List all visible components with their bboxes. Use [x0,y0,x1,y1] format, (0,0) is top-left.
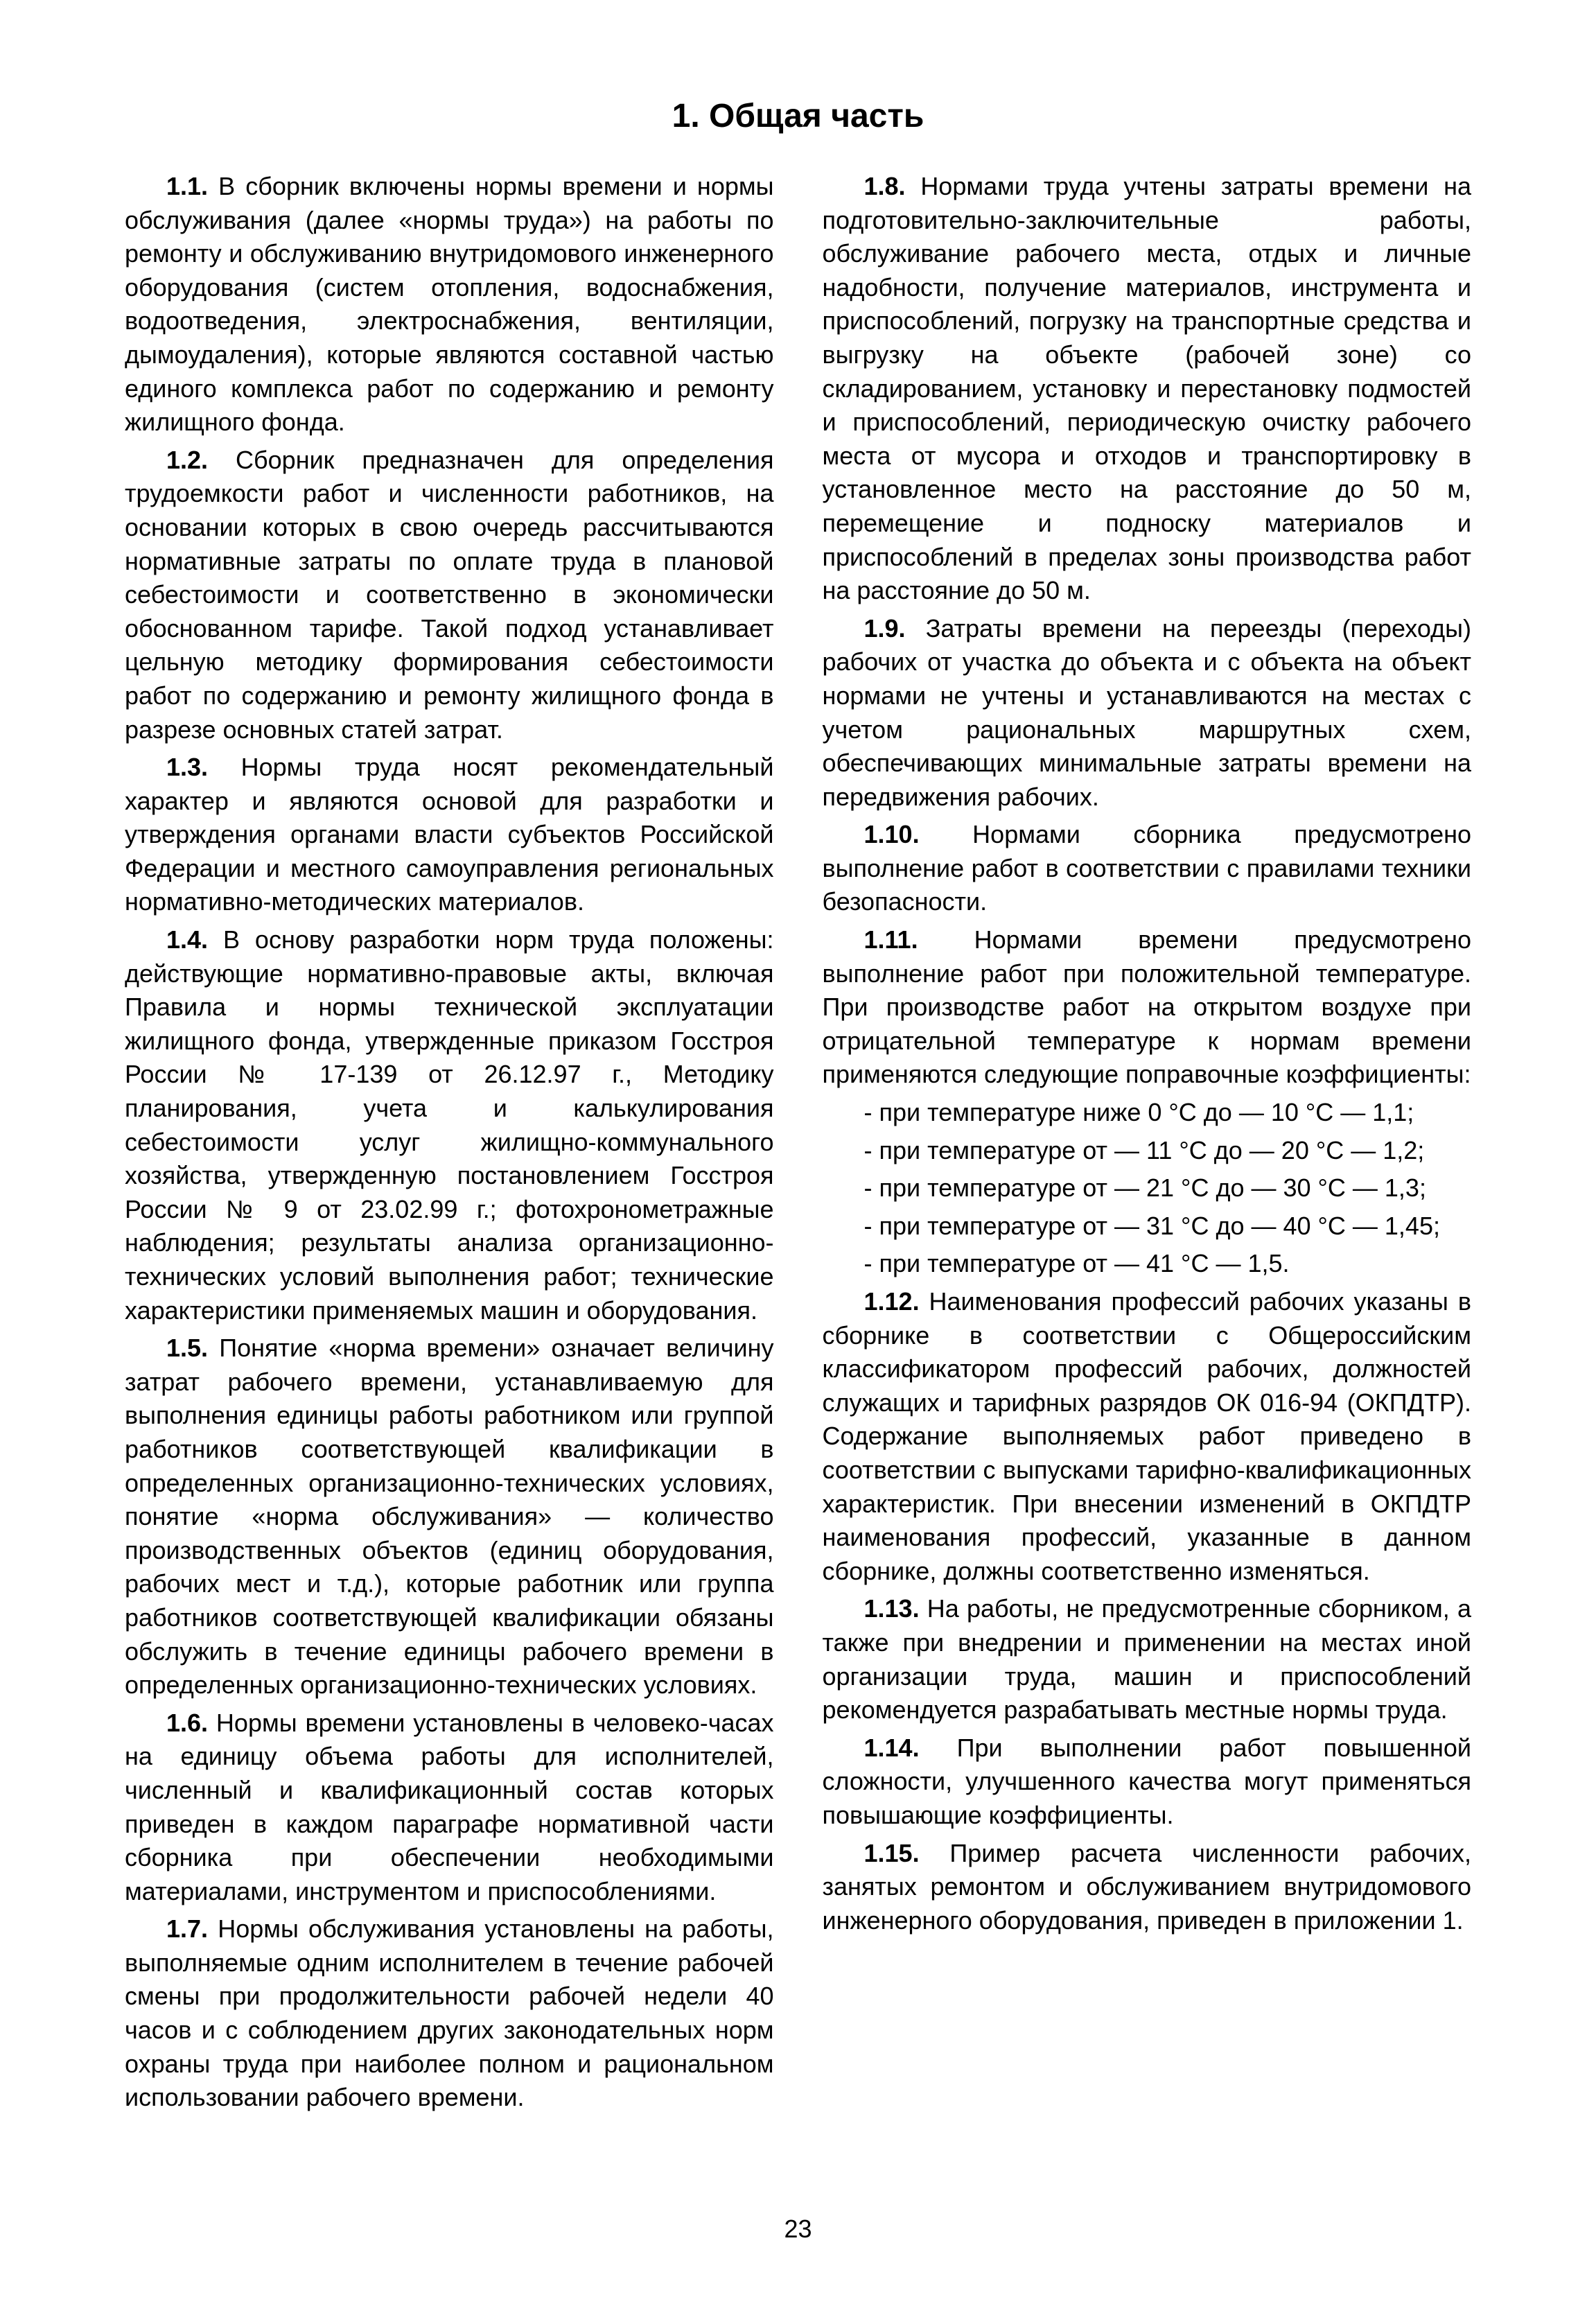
paragraph-number: 1.9. [864,614,906,643]
paragraph-number: 1.13. [864,1594,920,1623]
paragraph-text: При выполнении работ повышенной сложност… [823,1734,1472,1829]
sub-paragraph: - при температуре от — 31 °С до — 40 °С … [823,1210,1472,1243]
paragraph-number: 1.5. [166,1334,208,1362]
paragraph-text: Затраты времени на переезды (переходы) р… [823,614,1472,811]
paragraph-text: Нормами труда учтены затраты времени на … [823,172,1472,604]
numbered-paragraph: 1.10. Нормами сборника предусмотрено вып… [823,818,1472,919]
paragraph-text: Нормы обслуживания установлены на работы… [125,1914,774,2111]
paragraph-number: 1.2. [166,446,208,474]
paragraph-number: 1.7. [166,1914,208,1943]
paragraph-text: Наименования профессий рабочих указаны в… [823,1287,1472,1585]
paragraph-text: - при температуре от — 11 °С до — 20 °С … [864,1136,1425,1164]
paragraph-text: - при температуре от — 21 °С до — 30 °С … [864,1173,1426,1202]
numbered-paragraph: 1.14. При выполнении работ повышенной сл… [823,1731,1472,1833]
paragraph-number: 1.4. [166,925,208,954]
paragraph-number: 1.10. [864,820,920,848]
paragraph-text: Сборник предназначен для определения тру… [125,446,774,744]
numbered-paragraph: 1.13. На работы, не предусмотренные сбор… [823,1592,1472,1727]
numbered-paragraph: 1.4. В основу разработки норм труда поло… [125,923,774,1327]
paragraph-text: Нормами сборника предусмотрено выполнени… [823,820,1472,916]
paragraph-text: На работы, не предусмотренные сборником,… [823,1594,1472,1724]
text-columns: 1.1. В сборник включены нормы времени и … [125,170,1471,2180]
paragraph-text: - при температуре от — 31 °С до — 40 °С … [864,1212,1440,1240]
numbered-paragraph: 1.9. Затраты времени на переезды (перехо… [823,612,1472,814]
paragraph-text: Нормы труда носят рекомендательный харак… [125,753,774,916]
paragraph-text: В основу разработки норм труда положены:… [125,925,774,1325]
numbered-paragraph: 1.3. Нормы труда носят рекомендательный … [125,751,774,919]
paragraph-number: 1.6. [166,1709,208,1737]
paragraph-text: Нормы времени установлены в человеко-час… [125,1709,774,1905]
paragraph-text: Нормами времени предусмотрено выполнение… [823,925,1472,1088]
paragraph-number: 1.1. [166,172,208,200]
section-title: 1. Общая часть [125,97,1471,135]
paragraph-text: Понятие «норма времени» означает величин… [125,1334,774,1699]
paragraph-text: - при температуре от — 41 °С — 1,5. [864,1249,1290,1277]
paragraph-number: 1.3. [166,753,208,781]
sub-paragraph: - при температуре от — 41 °С — 1,5. [823,1247,1472,1281]
numbered-paragraph: 1.6. Нормы времени установлены в человек… [125,1707,774,1909]
paragraph-number: 1.12. [864,1287,920,1316]
paragraph-text: Пример расчета численности рабочих, заня… [823,1839,1472,1935]
paragraph-number: 1.8. [864,172,906,200]
paragraph-text: В сборник включены нормы времени и нормы… [125,172,774,436]
sub-paragraph: - при температуре от — 11 °С до — 20 °С … [823,1134,1472,1168]
paragraph-number: 1.14. [864,1734,920,1762]
numbered-paragraph: 1.15. Пример расчета численности рабочих… [823,1837,1472,1938]
page-number: 23 [125,2215,1471,2244]
numbered-paragraph: 1.5. Понятие «норма времени» означает ве… [125,1332,774,1702]
numbered-paragraph: 1.7. Нормы обслуживания установлены на р… [125,1912,774,2115]
document-page: 1. Общая часть 1.1. В сборник включены н… [125,97,1471,2244]
numbered-paragraph: 1.11. Нормами времени предусмотрено выпо… [823,923,1472,1092]
numbered-paragraph: 1.2. Сборник предназначен для определени… [125,444,774,747]
numbered-paragraph: 1.8. Нормами труда учтены затраты времен… [823,170,1472,608]
sub-paragraph: - при температуре от — 21 °С до — 30 °С … [823,1171,1472,1205]
paragraph-number: 1.11. [864,925,918,954]
paragraph-number: 1.15. [864,1839,920,1867]
sub-paragraph: - при температуре ниже 0 °С до — 10 °С —… [823,1096,1472,1130]
numbered-paragraph: 1.12. Наименования профессий рабочих ука… [823,1285,1472,1588]
numbered-paragraph: 1.1. В сборник включены нормы времени и … [125,170,774,439]
paragraph-text: - при температуре ниже 0 °С до — 10 °С —… [864,1098,1414,1126]
